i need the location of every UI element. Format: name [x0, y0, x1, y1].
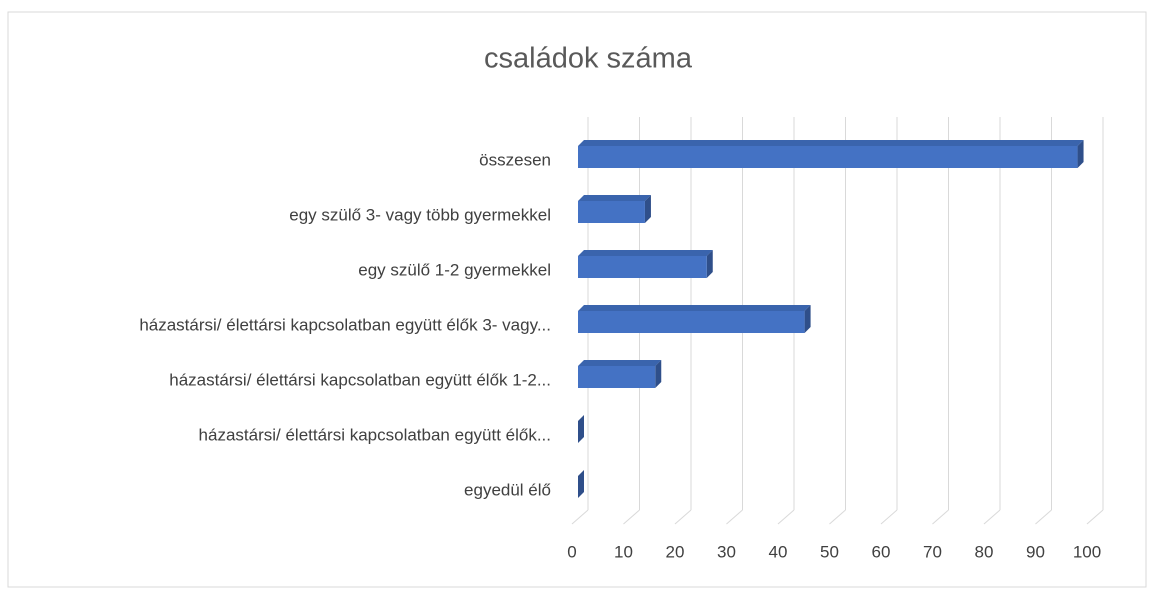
x-tick-label: 30 — [717, 542, 736, 561]
y-tick-label: házastársi/ élettársi kapcsolatban együt… — [139, 315, 551, 334]
bar-side — [578, 470, 584, 498]
bar-front — [578, 311, 805, 333]
y-tick-label: összesen — [479, 150, 551, 169]
floor-line — [932, 509, 949, 525]
floor-line — [726, 509, 743, 525]
floor-line — [1035, 509, 1052, 525]
bar-front — [578, 256, 707, 278]
bar — [578, 360, 662, 388]
bar-top — [578, 305, 811, 311]
bar — [578, 305, 811, 333]
x-tick-label: 20 — [666, 542, 685, 561]
floor-line — [777, 509, 795, 525]
x-tick-label: 10 — [614, 542, 633, 561]
y-tick-label: házastársi/ élettársi kapcsolatban együt… — [199, 425, 551, 444]
floor-line — [880, 509, 898, 525]
y-tick-label: egy szülő 1-2 gyermekkel — [358, 260, 551, 279]
y-tick-label: egyedül élő — [464, 480, 551, 499]
chart-border — [7, 11, 1147, 588]
bar — [578, 140, 1084, 168]
bar-side — [578, 415, 584, 443]
floor-line — [674, 509, 692, 525]
y-tick-label: házastársi/ élettársi kapcsolatban együt… — [169, 370, 551, 389]
x-tick-label: 40 — [769, 542, 788, 561]
bar-top — [578, 360, 662, 366]
x-tick-label: 100 — [1073, 542, 1101, 561]
bar-top — [578, 195, 651, 201]
bar-side — [804, 305, 811, 333]
floor-line — [829, 509, 846, 525]
bar — [578, 195, 651, 223]
bar — [578, 250, 713, 278]
bar-front — [578, 201, 645, 223]
x-tick-label: 90 — [1026, 542, 1045, 561]
floor-line — [983, 509, 1001, 525]
bar-side — [706, 250, 713, 278]
chart-title: családok száma — [484, 43, 693, 75]
bar-top — [578, 250, 713, 256]
floor-line — [1086, 509, 1104, 525]
bar-top — [578, 140, 1084, 146]
bar-front — [578, 366, 656, 388]
x-tick-label: 80 — [975, 542, 994, 561]
bar-side — [655, 360, 662, 388]
x-tick-label: 60 — [872, 542, 891, 561]
y-tick-label: egy szülő 3- vagy több gyermekkel — [289, 205, 551, 224]
bar-side — [644, 195, 651, 223]
bar-front — [578, 146, 1078, 168]
x-tick-label: 0 — [567, 542, 576, 561]
x-tick-label: 70 — [923, 542, 942, 561]
floor-line — [571, 509, 589, 525]
x-tick-label: 50 — [820, 542, 839, 561]
bar — [578, 470, 584, 498]
bar — [578, 415, 584, 443]
bar-side — [1077, 140, 1084, 168]
floor-line — [623, 509, 640, 525]
